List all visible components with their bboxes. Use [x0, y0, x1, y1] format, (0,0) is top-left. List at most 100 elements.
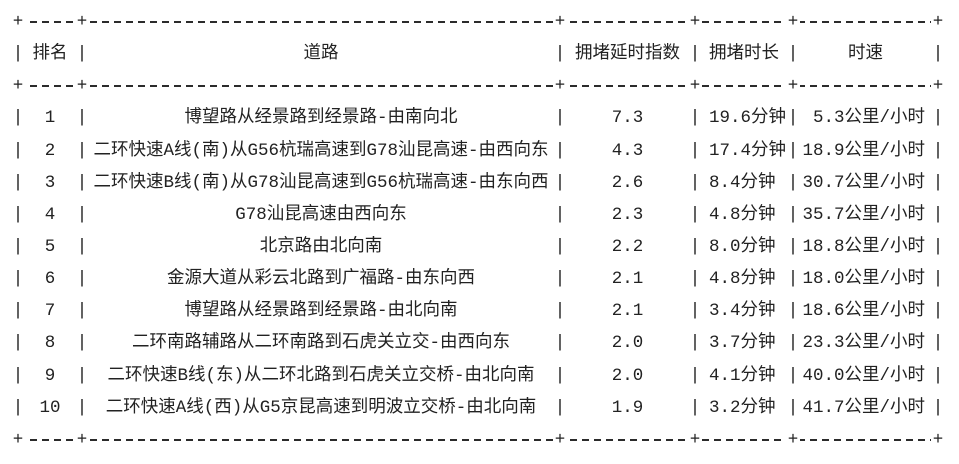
column-separator: |: [689, 44, 701, 65]
speed-cell: 18.9公里/小时: [802, 140, 925, 161]
column-separator: |: [932, 333, 944, 354]
column-separator: |: [689, 204, 701, 225]
column-separator: |: [76, 269, 88, 290]
column-separator: |: [787, 301, 799, 322]
column-separator: |: [689, 108, 701, 129]
column-separator: |: [554, 172, 566, 193]
speed-cell: 30.7公里/小时: [802, 172, 925, 193]
column-separator: |: [689, 333, 701, 354]
column-separator: |: [554, 108, 566, 129]
column-separator: |: [689, 140, 701, 161]
border-junction: +: [931, 423, 945, 456]
duration-cell: 8.4分钟: [709, 172, 776, 193]
speed-header: 时速: [848, 44, 883, 65]
column-separator: |: [787, 44, 799, 65]
border-junction: +: [931, 70, 945, 103]
border-junction: +: [553, 70, 567, 103]
table-bottom-border: + + + + + +: [11, 423, 945, 456]
table-row: 8 二环南路辅路从二环南路到石虎关立交-由西向东 2.0 3.7分钟 23.3公…: [13, 327, 944, 359]
speed-cell: 18.0公里/小时: [802, 269, 925, 290]
duration-cell: 17.4分钟: [709, 140, 787, 161]
border-junction: +: [553, 423, 567, 456]
border-junction: +: [786, 6, 800, 39]
rank-cell: 3: [44, 172, 56, 193]
delay-index-cell: 2.1: [611, 269, 644, 290]
column-separator: |: [932, 204, 944, 225]
table-header-row: 排名 道路 拥堵延时指数 拥堵时长 时速 | | | | | |: [13, 38, 944, 70]
column-separator: |: [787, 236, 799, 257]
speed-cell: 5.3公里/小时: [812, 108, 925, 129]
border-junction: +: [688, 423, 702, 456]
rank-cell: 10: [39, 397, 61, 418]
column-separator: |: [932, 301, 944, 322]
road-cell: 博望路从经景路到经景路-由北向南: [184, 301, 458, 322]
table-row: 1 博望路从经景路到经景路-由南向北 7.3 19.6分钟 5.3公里/小时 |…: [13, 102, 944, 134]
border-junction: +: [75, 423, 89, 456]
dashed-rule: [18, 85, 938, 88]
column-separator: |: [787, 365, 799, 386]
column-separator: |: [554, 365, 566, 386]
column-separator: |: [787, 269, 799, 290]
road-cell: 二环南路辅路从二环南路到石虎关立交-由西向东: [131, 333, 510, 354]
road-cell: 金源大道从彩云北路到广福路-由东向西: [166, 269, 475, 290]
column-separator: |: [932, 269, 944, 290]
column-separator: |: [554, 140, 566, 161]
table-row: 5 北京路由北向南 2.2 8.0分钟 18.8公里/小时 | | | | | |: [13, 231, 944, 263]
column-separator: |: [76, 108, 88, 129]
column-separator: |: [76, 301, 88, 322]
duration-cell: 3.7分钟: [709, 333, 776, 354]
column-separator: |: [787, 333, 799, 354]
border-junction: +: [688, 6, 702, 39]
speed-cell: 18.6公里/小时: [802, 301, 925, 322]
dashed-rule: [18, 21, 938, 24]
column-separator: |: [12, 140, 24, 161]
delay-index-cell: 2.3: [611, 204, 644, 225]
column-separator: |: [12, 172, 24, 193]
table-row: 3 二环快速B线(南)从G78汕昆高速到G56杭瑞高速-由东向西 2.6 8.4…: [13, 167, 944, 199]
column-separator: |: [689, 365, 701, 386]
road-cell: 博望路从经景路到经景路-由南向北: [184, 108, 458, 129]
rank-cell: 7: [44, 301, 56, 322]
road-cell: 二环快速B线(东)从二环北路到石虎关立交桥-由北向南: [107, 365, 535, 386]
column-separator: |: [787, 397, 799, 418]
column-separator: |: [787, 140, 799, 161]
delay-index-cell: 2.6: [611, 172, 644, 193]
column-separator: |: [12, 269, 24, 290]
column-separator: |: [12, 365, 24, 386]
column-separator: |: [689, 172, 701, 193]
border-junction: +: [75, 70, 89, 103]
delay-index-cell: 2.0: [611, 333, 644, 354]
column-separator: |: [554, 236, 566, 257]
column-separator: |: [12, 44, 24, 65]
column-separator: |: [12, 108, 24, 129]
congestion-ranking-table: + + + + + + 排名 道路 拥堵延时指数 拥堵时长 时速 | | | | | | + + + + +…: [11, 6, 945, 456]
column-separator: |: [689, 397, 701, 418]
column-separator: |: [787, 204, 799, 225]
column-separator: |: [932, 108, 944, 129]
column-separator: |: [932, 365, 944, 386]
road-cell: 二环快速A线(西)从G5京昆高速到明波立交桥-由北向南: [105, 397, 537, 418]
border-junction: +: [931, 6, 945, 39]
rank-cell: 9: [44, 365, 56, 386]
road-cell: G78汕昆高速由西向东: [235, 204, 407, 225]
column-separator: |: [76, 365, 88, 386]
speed-cell: 23.3公里/小时: [802, 333, 925, 354]
road-cell: 二环快速A线(南)从G56杭瑞高速到G78汕昆高速-由西向东: [93, 140, 549, 161]
column-separator: |: [76, 333, 88, 354]
road-header: 道路: [303, 44, 339, 65]
table-row: 10 二环快速A线(西)从G5京昆高速到明波立交桥-由北向南 1.9 3.2分钟…: [13, 392, 944, 424]
delay-index-header: 拥堵延时指数: [575, 44, 680, 65]
table-top-border: + + + + + +: [11, 6, 945, 39]
column-separator: |: [689, 236, 701, 257]
border-junction: +: [11, 423, 25, 456]
rank-header: 排名: [32, 44, 68, 65]
column-separator: |: [554, 333, 566, 354]
column-separator: |: [554, 269, 566, 290]
column-separator: |: [12, 333, 24, 354]
border-junction: +: [553, 6, 567, 39]
rank-cell: 4: [44, 204, 56, 225]
column-separator: |: [554, 204, 566, 225]
column-separator: |: [12, 301, 24, 322]
border-junction: +: [688, 70, 702, 103]
